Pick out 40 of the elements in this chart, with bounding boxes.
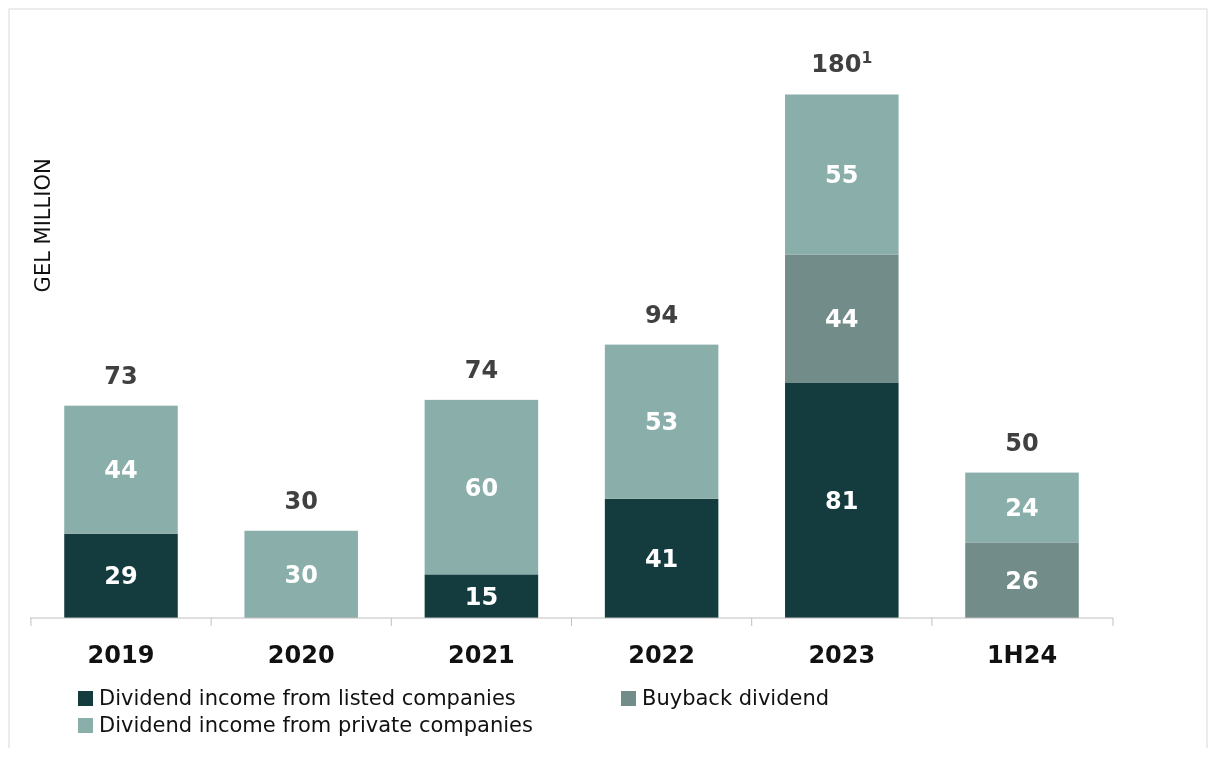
- bar: [64, 533, 178, 618]
- data-label: 24: [1005, 493, 1039, 522]
- x-tick-label: 1H24: [986, 641, 1058, 669]
- total-label: 30: [284, 486, 318, 515]
- data-label: 53: [644, 408, 679, 437]
- x-tick-label: 2021: [448, 641, 515, 669]
- legend-label: Dividend income from listed companies: [99, 686, 516, 710]
- data-label: 44: [104, 456, 138, 485]
- bar: [244, 530, 358, 618]
- total-label: 74: [464, 355, 499, 384]
- x-tick-label: 2022: [628, 641, 695, 669]
- data-label: 41: [644, 544, 679, 573]
- data-label: 44: [825, 304, 859, 333]
- legend-label: Dividend income from private companies: [99, 713, 533, 737]
- bar: [604, 498, 719, 618]
- data-label: 55: [825, 160, 859, 189]
- data-label: 15: [464, 582, 499, 611]
- bar: [785, 254, 899, 383]
- bar: [604, 344, 719, 499]
- legend-label: Buyback dividend: [642, 686, 830, 710]
- total-label: 94: [644, 300, 679, 329]
- y-axis-title: GEL MILLION: [31, 158, 55, 293]
- data-label: 30: [284, 560, 318, 589]
- total-label: 73: [104, 361, 138, 390]
- total-label: 180$^{1}$: [811, 49, 873, 79]
- bar: [965, 542, 1079, 618]
- data-label: 60: [464, 473, 499, 502]
- total-label: 50: [1005, 428, 1039, 457]
- bar: [785, 382, 899, 618]
- x-tick-label: 2023: [808, 641, 876, 669]
- data-label: 26: [1005, 566, 1039, 595]
- bar: [424, 399, 539, 575]
- bar: [965, 472, 1079, 543]
- bar: [785, 94, 899, 255]
- bar: [64, 405, 178, 534]
- data-label: 29: [104, 562, 138, 591]
- x-tick-label: 2019: [87, 641, 155, 669]
- data-label: 81: [825, 486, 859, 515]
- bar: [424, 574, 539, 618]
- x-tick-label: 2020: [267, 641, 335, 669]
